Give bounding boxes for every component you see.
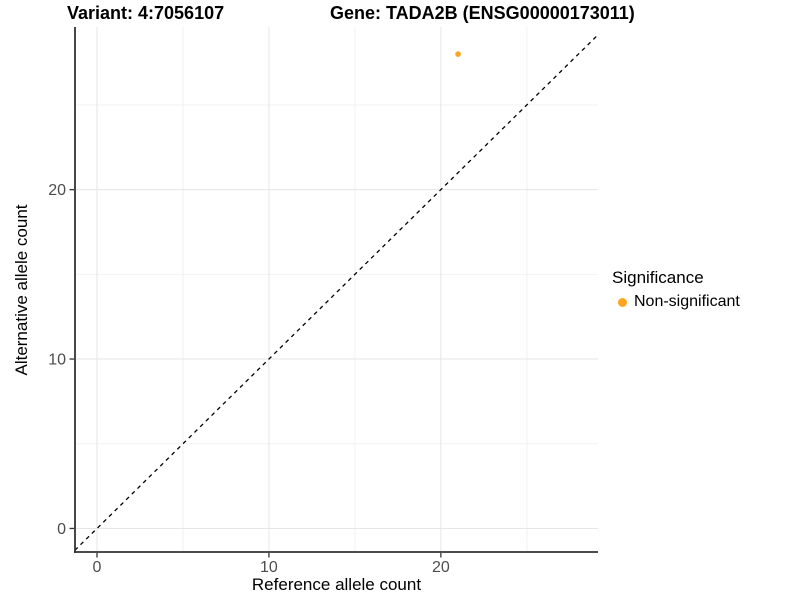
y-tick-label: 10	[48, 352, 66, 369]
y-tick-label: 0	[57, 521, 66, 538]
x-tick-label: 0	[93, 559, 102, 576]
plot-title-variant: Variant: 4:7056107	[67, 3, 225, 23]
legend: Significance Non-significant	[612, 268, 740, 311]
legend-item-non-significant: Non-significant	[612, 293, 740, 311]
identity-line	[75, 33, 598, 552]
legend-point-icon	[618, 297, 627, 307]
plot-title-gene: Gene: TADA2B (ENSG00000173011)	[330, 3, 635, 23]
legend-title: Significance	[612, 268, 704, 287]
x-tick-label: 10	[260, 559, 278, 576]
legend-item-label: Non-significant	[634, 293, 740, 310]
x-tick-label: 20	[432, 559, 450, 576]
y-tick-label: 20	[48, 182, 66, 199]
data-point	[455, 51, 461, 57]
y-axis-title: Alternative allele count	[12, 204, 31, 376]
x-axis-title: Reference allele count	[251, 575, 422, 594]
